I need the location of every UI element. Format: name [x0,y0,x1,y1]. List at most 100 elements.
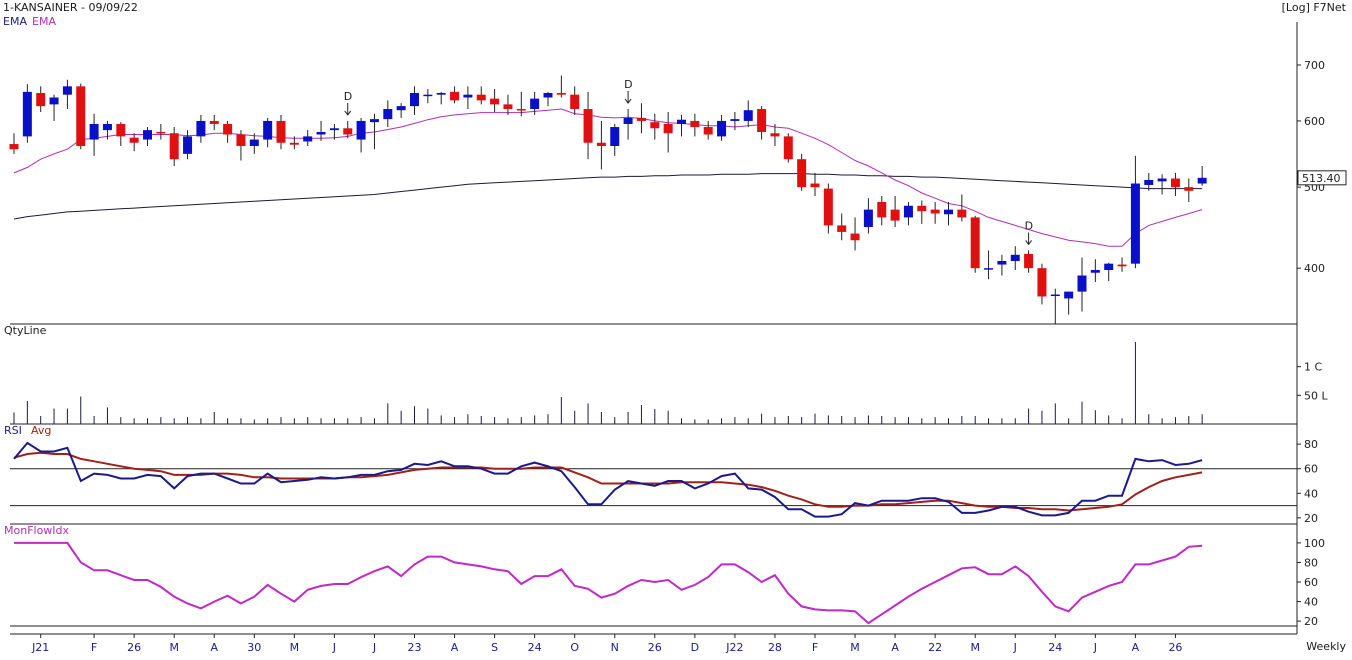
candle-down [663,123,673,134]
mfi-tick-label: 80 [1304,556,1318,569]
candle-up [1050,294,1060,297]
candle-down [169,133,179,160]
candle-down [343,128,353,135]
x-tick-label: 24 [528,641,542,654]
mfi-line [14,541,1203,625]
candle-up [303,136,313,142]
candle-up [903,205,913,218]
x-tick-label: 26 [648,641,662,654]
mfi-tick-label: 60 [1304,576,1318,589]
candle-down [1024,253,1034,269]
candle-down [837,225,847,232]
marker-label: D [624,78,632,91]
candle-up [249,139,259,146]
candle-up [329,128,339,131]
candle-down [757,109,767,132]
chart-title: 1-KANSAINER - 09/09/22 [3,1,138,14]
x-tick-label: J [1013,641,1017,654]
x-tick-label: A [451,641,459,654]
candle-up [1157,178,1167,182]
candle-up [89,123,99,140]
rsi-pane-label: RSI [4,424,22,437]
x-tick-label: 28 [768,641,782,654]
candle-down [703,127,713,135]
candle-down [156,131,166,134]
x-tick-label: M [169,641,179,654]
rsi-avg-line [13,451,1203,512]
candle-down [823,188,833,226]
candle-up [1144,179,1154,185]
candle-down [783,136,793,160]
candle-down [1184,187,1194,191]
x-tick-label: J [332,641,336,654]
rsi-tick-label: 20 [1304,512,1318,525]
x-tick-label: A [891,641,899,654]
x-tick-label: J21 [31,641,49,654]
x-tick-label: 22 [928,641,942,654]
candle-down [289,142,299,145]
candle-down [516,109,526,111]
legend-ema: EMA [32,15,56,28]
price-tick-label: 700 [1304,59,1325,72]
mfi-tick-label: 40 [1304,596,1318,609]
x-tick-label: N [611,641,619,654]
rsi-tick-label: 60 [1304,463,1318,476]
candle-up [610,127,620,146]
legend-prefix: EMA [3,15,27,28]
candle-up [356,120,366,140]
candle-down [503,104,513,110]
candle-up [1104,263,1114,270]
candle-up [263,120,273,140]
candle-down [797,159,807,188]
candle-up [62,86,72,95]
marker-arrowhead [624,98,632,104]
rsi-tick-label: 40 [1304,487,1318,500]
candle-up [183,136,193,154]
candle-up [944,209,953,215]
x-tick-label: J22 [725,641,743,654]
marker-label: D [1025,219,1033,232]
price-tick-label: 400 [1304,262,1325,275]
x-tick-label: F [812,641,818,654]
candle-down [570,94,580,110]
marker-arrowhead [1025,240,1032,246]
candle-down [490,98,500,105]
x-tick-label: 26 [1168,641,1182,654]
candle-up [463,94,473,98]
candle-down [957,209,967,218]
x-tick-label: 30 [247,641,261,654]
x-tick-label: O [570,641,579,654]
qty-tick-label: 1 C [1304,361,1322,374]
candle-down [970,217,980,269]
mfi-tick-label: 20 [1304,615,1318,628]
candle-up [1064,291,1074,299]
mfi-tick-label: 100 [1304,537,1325,550]
x-tick-label: F [91,641,97,654]
rsi-avg-label: Avg [31,424,51,437]
marker-label: D [344,90,352,103]
candle-up [1197,177,1207,184]
x-tick-label: D [691,641,699,654]
candle-up [423,94,433,97]
marker-arrowhead [344,110,352,116]
candle-up [102,123,112,131]
candle-up [730,119,740,121]
candle-down [877,201,887,218]
qty-tick-label: 50 L [1304,389,1328,402]
candle-up [677,119,686,124]
candle-down [1170,178,1180,188]
x-tick-label: M [850,641,860,654]
candle-up [49,97,59,105]
candle-down [810,183,820,188]
candle-down [36,92,46,107]
candle-down [690,120,700,128]
x-tick-label: S [491,641,498,654]
candle-down [596,142,606,146]
candle-up [1010,254,1020,261]
candle-up [743,110,753,121]
candle-down [476,94,486,101]
candle-up [1130,183,1140,264]
candle-up [863,209,873,228]
